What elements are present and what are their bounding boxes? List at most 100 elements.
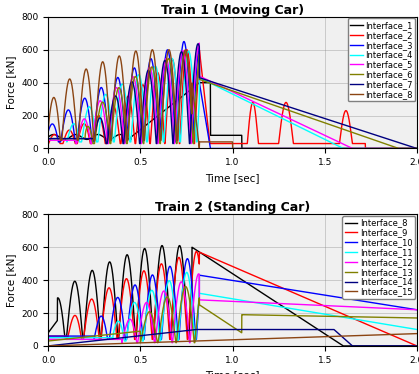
Interface_12 — [204, 298, 209, 303]
Interface_14 — [46, 344, 51, 348]
Interface_6 — [46, 137, 51, 141]
Legend: Interface_8, Interface_9, Interface_10, Interface_11, Interface_12, Interface_13: Interface_8, Interface_9, Interface_10, … — [342, 216, 415, 299]
Interface_11 — [221, 295, 226, 300]
Interface_5 — [204, 77, 209, 82]
Interface_11 — [201, 292, 206, 296]
Interface_11 — [122, 339, 127, 343]
Interface_8 — [313, 326, 318, 331]
Line: Interface_2: Interface_2 — [48, 50, 417, 148]
Interface_13 — [414, 316, 419, 320]
Interface_6 — [204, 79, 209, 84]
Interface_3 — [204, 121, 209, 125]
Interface_1 — [201, 80, 206, 85]
Interface_7 — [313, 113, 318, 118]
Interface_9 — [403, 339, 408, 343]
Interface_4 — [341, 146, 346, 151]
Line: Interface_3: Interface_3 — [48, 42, 417, 148]
Interface_10 — [403, 306, 408, 310]
Line: Interface_8: Interface_8 — [48, 246, 417, 346]
Interface_3 — [314, 146, 319, 151]
Line: Interface_11: Interface_11 — [48, 272, 417, 341]
Interface_5 — [313, 129, 318, 134]
Line: Interface_15: Interface_15 — [48, 334, 417, 346]
Interface_14 — [193, 327, 198, 332]
Interface_15 — [414, 331, 419, 336]
Interface_13 — [204, 307, 209, 312]
Interface_10 — [185, 257, 190, 261]
Interface_2 — [221, 141, 226, 146]
Interface_14 — [403, 344, 408, 348]
Interface_8 — [385, 344, 390, 348]
Interface_8 — [221, 140, 226, 144]
Line: Interface_5: Interface_5 — [48, 43, 417, 148]
Interface_9 — [385, 331, 390, 335]
Interface_6 — [403, 146, 408, 151]
Interface_8 — [160, 243, 165, 248]
Interface_6 — [201, 79, 206, 83]
Interface_13 — [314, 314, 319, 318]
Interface_7 — [46, 137, 51, 141]
Interface_11 — [385, 322, 390, 327]
Interface_5 — [350, 146, 355, 151]
Interface_1 — [221, 133, 226, 138]
X-axis label: Time [sec]: Time [sec] — [205, 370, 260, 374]
Interface_7 — [201, 77, 206, 81]
Interface_8 — [201, 140, 206, 144]
Interface_14 — [204, 327, 209, 332]
Interface_6 — [396, 146, 401, 151]
Line: Interface_1: Interface_1 — [48, 83, 417, 148]
Interface_12 — [403, 307, 408, 312]
Interface_12 — [46, 337, 51, 341]
Interface_13 — [201, 305, 206, 310]
Interface_5 — [221, 85, 226, 90]
Interface_15 — [385, 332, 390, 337]
Interface_11 — [314, 310, 319, 315]
Interface_10 — [385, 303, 390, 307]
Interface_7 — [196, 42, 201, 46]
Interface_6 — [183, 49, 188, 53]
Interface_11 — [184, 270, 189, 275]
Interface_2 — [184, 47, 189, 52]
Interface_1 — [414, 146, 419, 151]
Interface_5 — [414, 146, 419, 151]
Interface_3 — [403, 146, 408, 151]
X-axis label: Time [sec]: Time [sec] — [205, 173, 260, 183]
Interface_15 — [221, 338, 226, 342]
Title: Train 2 (Standing Car): Train 2 (Standing Car) — [155, 201, 310, 214]
Interface_6 — [221, 86, 226, 90]
Interface_1 — [385, 146, 390, 151]
Interface_9 — [221, 260, 226, 265]
Interface_7 — [403, 142, 408, 147]
Interface_3 — [181, 39, 186, 44]
Interface_5 — [46, 138, 51, 142]
Interface_5 — [197, 41, 202, 45]
Interface_9 — [414, 344, 419, 348]
Interface_13 — [138, 340, 143, 345]
Interface_3 — [385, 146, 390, 151]
Interface_7 — [204, 78, 209, 82]
Interface_9 — [313, 300, 318, 305]
Interface_5 — [385, 146, 390, 151]
Line: Interface_12: Interface_12 — [48, 274, 417, 343]
Interface_11 — [46, 335, 51, 340]
Interface_7 — [414, 146, 419, 151]
Interface_5 — [403, 146, 408, 151]
Interface_14 — [221, 327, 226, 332]
Interface_4 — [313, 133, 318, 137]
Interface_11 — [204, 292, 209, 297]
Interface_8 — [230, 146, 235, 151]
Interface_11 — [414, 327, 419, 332]
Interface_10 — [221, 277, 226, 281]
Interface_7 — [221, 83, 226, 88]
Interface_3 — [46, 130, 51, 134]
Interface_9 — [201, 252, 206, 256]
Interface_8 — [403, 344, 408, 348]
Interface_8 — [385, 146, 390, 151]
Interface_2 — [385, 146, 390, 151]
Interface_14 — [313, 327, 318, 332]
Y-axis label: Force [kN]: Force [kN] — [6, 56, 16, 110]
Interface_8 — [204, 254, 209, 259]
Interface_4 — [204, 79, 209, 83]
Interface_8 — [314, 146, 319, 151]
Interface_8 — [46, 331, 51, 335]
